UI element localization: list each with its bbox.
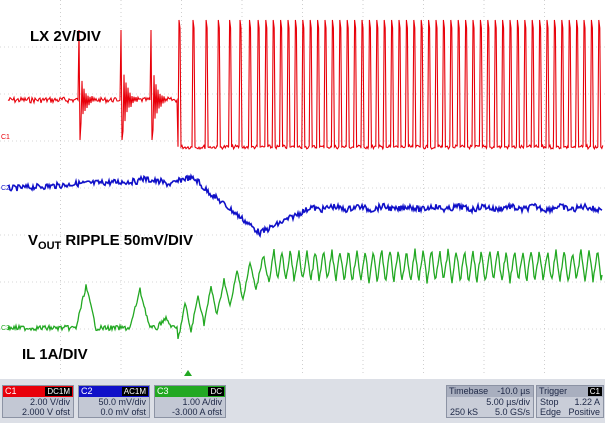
- lx-trace-label: LX 2V/DIV: [30, 28, 101, 45]
- ch3-scale: 1.00 A/div: [182, 397, 222, 407]
- waveform-plot: C1 C2 C3: [0, 0, 605, 376]
- ch2-offset: 0.0 mV ofst: [100, 407, 146, 417]
- status-bar: C1 DC1M 2.00 V/div 2.000 V ofst C2 AC1M 50…: [0, 379, 605, 423]
- il-trace-label: IL 1A/DIV: [22, 346, 88, 363]
- ch3-offset: -3.000 A ofst: [171, 407, 222, 417]
- ch2-descriptor[interactable]: C2 AC1M 50.0 mV/div 0.0 mV ofst: [78, 385, 150, 418]
- il-current-waveform: [7, 248, 603, 340]
- vout-ripple-waveform: [7, 173, 603, 238]
- trigger-position-marker: [184, 370, 192, 376]
- ch1-marker: C1: [1, 134, 10, 141]
- vout-label-sub: OUT: [38, 240, 62, 252]
- ch2-marker: C2: [1, 185, 10, 192]
- lx-waveform: [7, 19, 604, 151]
- ch1-scale: 2.00 V/div: [29, 397, 70, 407]
- traces: [7, 19, 604, 340]
- vout-trace-label: VOUT RIPPLE 50mV/DIV: [28, 232, 193, 252]
- vout-label-main: V: [28, 232, 39, 249]
- ch2-scale: 50.0 mV/div: [98, 397, 146, 407]
- ch1-descriptor[interactable]: C1 DC1M 2.00 V/div 2.000 V ofst: [2, 385, 74, 418]
- ch3-descriptor[interactable]: C3 DC 1.00 A/div -3.000 A ofst: [154, 385, 226, 418]
- timebase-descriptor[interactable]: Timebase -10.0 µs 5.00 µs/div 250 kS 5.0 G…: [446, 385, 534, 418]
- ch1-offset: 2.000 V ofst: [21, 407, 70, 417]
- ch3-marker: C3: [1, 325, 10, 332]
- trigger-descriptor[interactable]: Trigger C1 Stop 1.22 A Edge Positive: [536, 385, 604, 418]
- vout-label-rest: RIPPLE 50mV/DIV: [61, 232, 193, 249]
- timebase-scale: 5.00 µs/div: [486, 397, 530, 407]
